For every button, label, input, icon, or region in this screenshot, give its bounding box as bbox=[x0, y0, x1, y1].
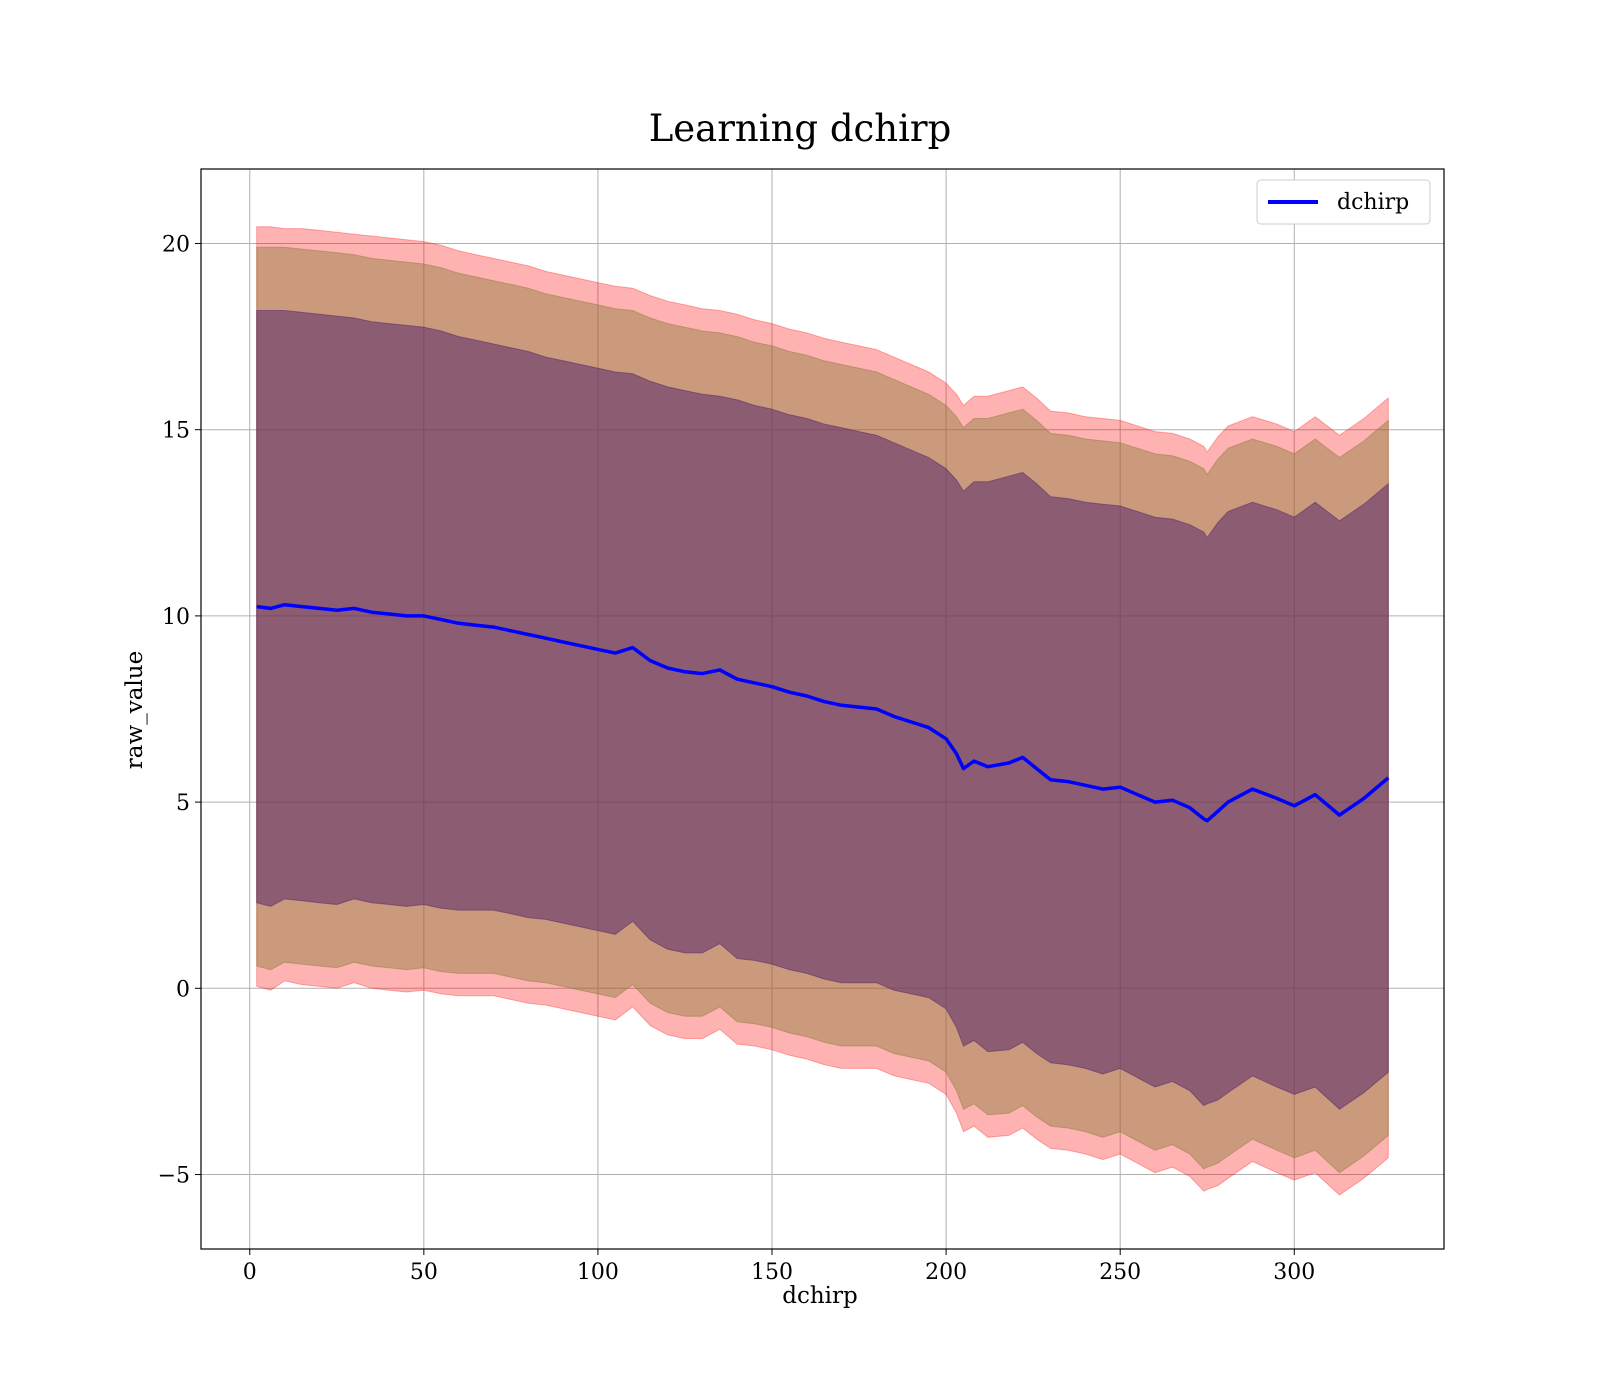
x-tick-label-2: 100 bbox=[577, 1260, 619, 1285]
x-tick-label-4: 200 bbox=[925, 1260, 967, 1285]
y-tick-label-5: 20 bbox=[162, 232, 190, 257]
plot-area: 0 50 100 150 200 250 300 −5 0 5 10 15 20 bbox=[158, 168, 1445, 1285]
x-tick-label-1: 50 bbox=[410, 1260, 438, 1285]
x-tick-label-5: 250 bbox=[1099, 1260, 1141, 1285]
band-inner bbox=[256, 310, 1389, 1110]
legend-label: dchirp bbox=[1337, 190, 1409, 215]
y-tick-label-1: 0 bbox=[176, 977, 190, 1002]
y-tick-label-0: −5 bbox=[158, 1164, 190, 1189]
legend-box bbox=[1256, 179, 1431, 225]
x-tick-label-6: 300 bbox=[1273, 1260, 1315, 1285]
y-tick-label-3: 10 bbox=[162, 605, 190, 630]
x-tick-label-3: 150 bbox=[751, 1260, 793, 1285]
axes-frame bbox=[200, 168, 1445, 1250]
x-axis-label: dchirp bbox=[782, 1283, 858, 1309]
legend: dchirp bbox=[1256, 179, 1431, 225]
y-tick-label-4: 15 bbox=[162, 419, 190, 444]
series-line-dchirp bbox=[256, 602, 1390, 823]
chart-title: Learning dchirp bbox=[649, 107, 952, 150]
y-tick-label-2: 5 bbox=[176, 791, 190, 816]
x-tick-label-0: 0 bbox=[243, 1260, 257, 1285]
y-axis-label: raw_value bbox=[122, 651, 148, 769]
